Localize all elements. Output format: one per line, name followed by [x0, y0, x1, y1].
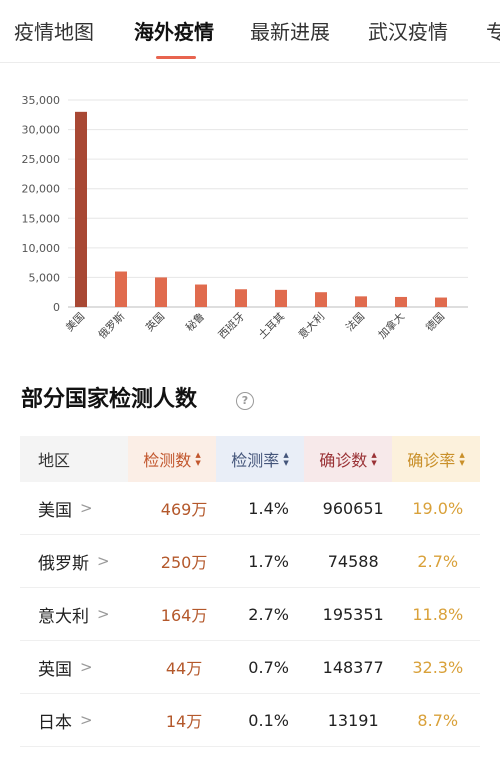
table-row[interactable]: 美国 > 469万 1.4% 960651 19.0% — [20, 482, 480, 535]
bar — [155, 277, 167, 307]
tab-bar: 疫情地图 海外疫情 最新进展 武汉疫情 专 — [0, 0, 500, 63]
region-cell[interactable]: 日本 > — [20, 694, 142, 746]
tests-cell: 250万 — [160, 553, 208, 572]
header-test-rate-label: 检测率 — [231, 451, 280, 470]
table-row[interactable]: 日本 > 14万 0.1% 13191 8.7% — [20, 694, 480, 747]
sort-updown-icon: ▲ ▼ — [195, 451, 201, 467]
confirmed-cell: 74588 — [327, 551, 379, 571]
bar — [75, 111, 87, 307]
active-tab-indicator — [156, 56, 196, 59]
region-cell[interactable]: 俄罗斯 > — [20, 535, 142, 587]
confirm-rate-cell: 8.7% — [417, 710, 459, 730]
confirmed-cell: 148377 — [322, 657, 384, 677]
bar — [195, 284, 207, 307]
x-tick-label: 秘鲁 — [183, 310, 207, 334]
y-tick-label: 30,000 — [22, 124, 61, 137]
header-confirmed[interactable]: 确诊数 ▲ ▼ — [304, 436, 392, 482]
tests-cell: 164万 — [160, 606, 208, 625]
confirmed-cell: 195351 — [322, 604, 384, 624]
y-tick-label: 20,000 — [22, 183, 61, 196]
table-row[interactable]: 英国 > 44万 0.7% 148377 32.3% — [20, 641, 480, 694]
header-tests-label: 检测数 — [143, 451, 192, 470]
bar — [235, 289, 247, 307]
header-confirm-rate[interactable]: 确诊率 ▲ ▼ — [392, 436, 480, 482]
country-bar-chart: 0 5,000 10,000 15,000 20,000 25,000 30,000 35,0… — [22, 94, 468, 342]
tests-cell: 44万 — [165, 659, 203, 678]
tests-cell: 469万 — [160, 500, 208, 519]
bar — [275, 289, 287, 307]
y-tick-label: 35,000 — [22, 94, 61, 107]
header-region: 地区 — [20, 436, 128, 482]
x-tick-label: 英国 — [143, 310, 167, 334]
y-tick-label: 5,000 — [29, 271, 61, 284]
region-name: 意大利 — [38, 606, 89, 627]
y-tick-label: 15,000 — [22, 212, 61, 225]
bar — [435, 297, 447, 307]
region-cell[interactable]: 意大利 > — [20, 588, 142, 640]
header-test-rate[interactable]: 检测率 ▲ ▼ — [216, 436, 304, 482]
tab-latest-progress[interactable]: 最新进展 — [250, 20, 330, 44]
confirmed-cell: 960651 — [322, 498, 384, 518]
section-title: 部分国家检测人数 — [21, 387, 198, 412]
header-region-label: 地区 — [38, 451, 71, 470]
bar — [355, 296, 367, 307]
tab-epidemic-map[interactable]: 疫情地图 — [14, 20, 94, 44]
test-rate-cell: 1.7% — [248, 551, 289, 571]
region-name: 美国 — [38, 500, 72, 521]
sort-updown-icon: ▲ ▼ — [283, 451, 289, 467]
y-tick-label: 10,000 — [22, 242, 61, 255]
chevron-right-icon: > — [80, 499, 93, 517]
chevron-right-icon: > — [97, 605, 110, 623]
confirm-rate-cell: 11.8% — [412, 604, 464, 624]
header-tests[interactable]: 检测数 ▲ ▼ — [128, 436, 216, 482]
x-tick-label: 土耳其 — [256, 310, 287, 341]
bar — [395, 296, 407, 307]
bar — [315, 292, 327, 307]
chevron-right-icon: > — [80, 658, 93, 676]
testing-table: 地区 检测数 ▲ ▼ 检测率 ▲ ▼ 确诊数 ▲ ▼ 确诊率 ▲ ▼ 美国 > 469万 … — [20, 436, 480, 747]
tab-more[interactable]: 专 — [486, 18, 500, 46]
y-tick-label: 25,000 — [22, 153, 61, 166]
region-cell[interactable]: 英国 > — [20, 641, 142, 693]
region-name: 俄罗斯 — [38, 553, 89, 574]
test-rate-cell: 2.7% — [248, 604, 289, 624]
x-tick-label: 西班牙 — [216, 311, 247, 342]
sort-updown-icon: ▲ ▼ — [371, 451, 377, 467]
chevron-right-icon: > — [80, 711, 93, 729]
x-tick-label: 法国 — [343, 310, 367, 334]
y-tick-label: 0 — [53, 301, 60, 314]
x-tick-label: 加拿大 — [376, 310, 408, 342]
sort-updown-icon: ▲ ▼ — [459, 451, 465, 467]
test-rate-cell: 0.1% — [248, 710, 289, 730]
confirm-rate-cell: 19.0% — [412, 498, 464, 518]
table-row[interactable]: 俄罗斯 > 250万 1.7% 74588 2.7% — [20, 535, 480, 588]
test-rate-cell: 1.4% — [248, 498, 289, 518]
table-header: 地区 检测数 ▲ ▼ 检测率 ▲ ▼ 确诊数 ▲ ▼ 确诊率 ▲ ▼ — [20, 436, 480, 482]
region-name: 日本 — [38, 712, 72, 733]
tab-wuhan[interactable]: 武汉疫情 — [368, 20, 448, 44]
header-confirm-rate-label: 确诊率 — [407, 451, 456, 470]
question-circle-icon[interactable]: ? — [236, 392, 254, 410]
bar — [115, 271, 127, 307]
region-name: 英国 — [38, 659, 72, 680]
x-tick-label: 俄罗斯 — [96, 310, 128, 342]
region-cell[interactable]: 美国 > — [20, 482, 142, 534]
tab-overseas[interactable]: 海外疫情 — [134, 20, 214, 44]
table-row[interactable]: 意大利 > 164万 2.7% 195351 11.8% — [20, 588, 480, 641]
chevron-right-icon: > — [97, 552, 110, 570]
confirm-rate-cell: 2.7% — [417, 551, 459, 571]
x-tick-label: 美国 — [63, 310, 87, 334]
test-rate-cell: 0.7% — [248, 657, 289, 677]
tests-cell: 14万 — [165, 712, 203, 731]
x-tick-label: 意大利 — [296, 310, 327, 341]
confirm-rate-cell: 32.3% — [412, 657, 464, 677]
x-tick-label: 德国 — [423, 310, 447, 334]
header-confirmed-label: 确诊数 — [319, 451, 368, 470]
confirmed-cell: 13191 — [327, 710, 379, 730]
